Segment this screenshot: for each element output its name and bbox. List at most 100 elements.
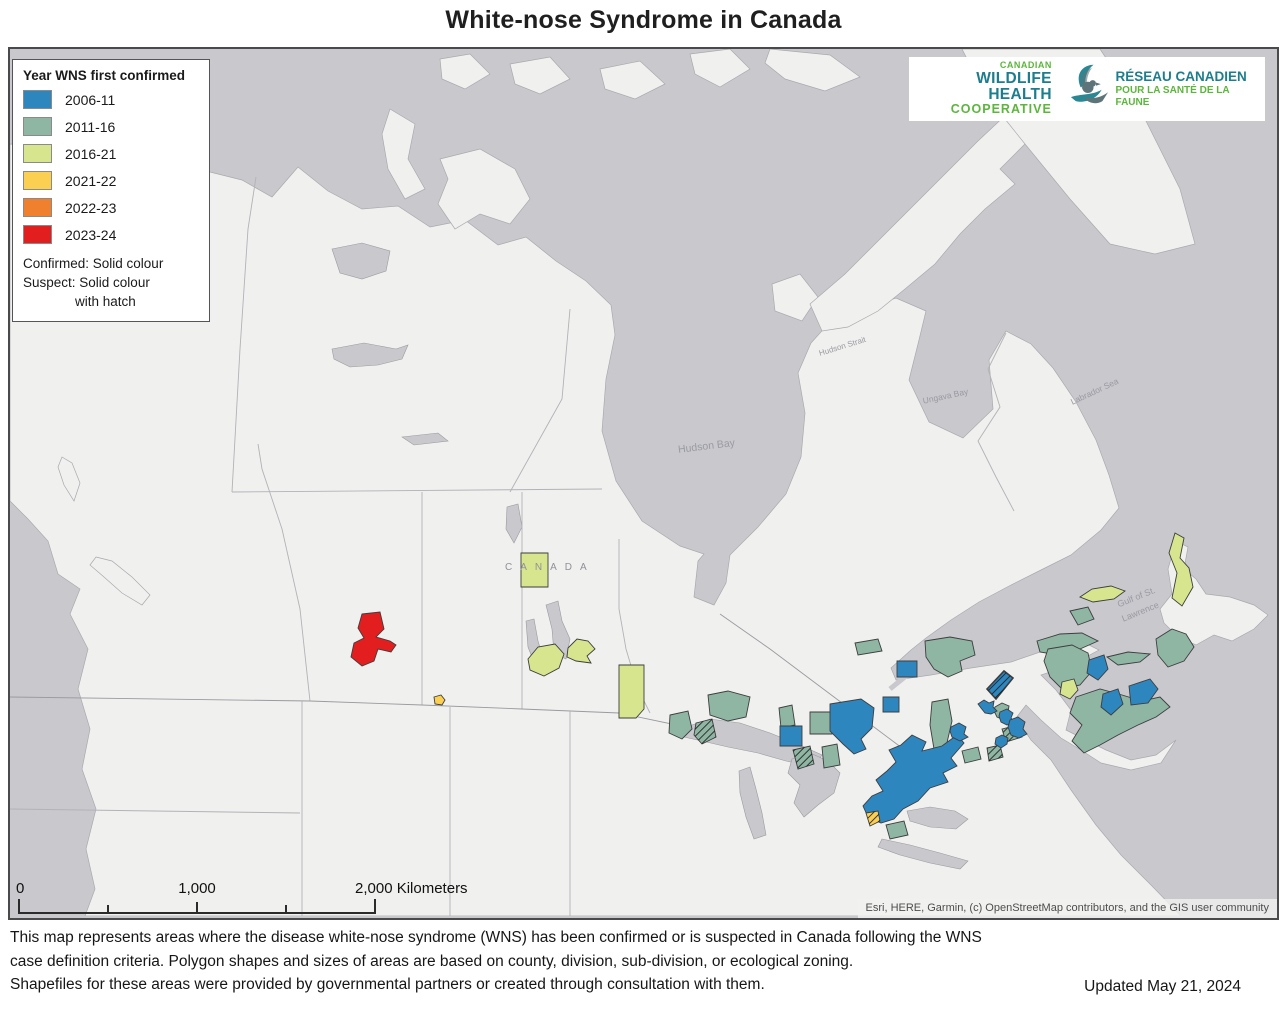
island-ellesmere: [689, 49, 751, 88]
wns-area: [896, 660, 918, 678]
cwhc-logo-french: RÉSEAU CANADIEN POUR LA SANTÉ DE LA FAUN…: [1116, 69, 1265, 109]
island-arctic-1: [439, 53, 491, 90]
wns-area: [1069, 606, 1095, 626]
legend-swatch-2022-23: [23, 198, 52, 217]
legend-note-confirmed: Confirmed: Solid colour: [23, 256, 164, 271]
legend-swatch-2011-16: [23, 117, 52, 136]
wns-area: [1079, 585, 1126, 603]
border-nwt-nu: [509, 308, 571, 493]
legend-label: 2016-21: [65, 145, 117, 162]
logo-text-cooperative: COOPERATIVE: [950, 102, 1052, 117]
lakes-group: [331, 242, 1032, 870]
map-canvas: Hudson Bay Hudson Strait Ungava Bay Labr…: [8, 47, 1279, 920]
legend-note-suspect: Suspect: Solid colour: [23, 275, 150, 290]
scale-tick: [18, 899, 20, 912]
wns-area: [1069, 688, 1171, 754]
wns-area: [778, 704, 796, 729]
legend-swatch-2016-21: [23, 144, 52, 163]
scale-bar-line: [18, 898, 376, 914]
wns-area: [527, 643, 565, 677]
border-yukon: [231, 176, 257, 493]
cwhc-logo: CANADIAN WILDLIFE HEALTH COOPERATIVE RÉS…: [909, 57, 1265, 121]
wns-area: [1043, 644, 1093, 690]
wns-area: [668, 710, 693, 740]
scale-tick: [107, 905, 109, 912]
page-title: White-nose Syndrome in Canada: [445, 6, 842, 34]
wns-area: [433, 694, 446, 706]
legend-item: 2023-24: [23, 225, 201, 244]
island-devon: [764, 49, 861, 92]
lake-ontario: [906, 806, 969, 830]
lake-michigan: [738, 766, 767, 840]
legend-note-suspect-2: with hatch: [75, 294, 136, 309]
logo-text-canadian: CANADIAN: [999, 60, 1052, 71]
legend-swatch-2023-24: [23, 225, 52, 244]
scale-label-1000: 1,000: [178, 880, 216, 897]
wns-area: [350, 611, 397, 667]
scale-bar: 0 1,000 2,000 Kilometers: [16, 880, 518, 914]
wns-area: [1168, 532, 1194, 607]
wns-area: [1086, 654, 1109, 681]
legend-item: 2022-23: [23, 198, 201, 217]
legend-swatch-2021-22: [23, 171, 52, 190]
wns-area: [882, 696, 900, 713]
scale-tick: [196, 902, 198, 912]
wns-area: [1155, 628, 1195, 668]
island-banks: [381, 108, 426, 200]
legend-swatch-2006-11: [23, 90, 52, 109]
wns-area: [1007, 716, 1028, 739]
caption-line-3: Shapefiles for these areas were provided…: [10, 976, 765, 993]
logo-text-pour-la-sante: POUR LA SANTÉ DE LA FAUNE: [1115, 85, 1230, 109]
island-vancouver: [89, 556, 151, 606]
reindeer-lake: [505, 503, 523, 544]
border-qc-nl: [977, 332, 1015, 512]
landmass-group: [10, 49, 1269, 916]
island-arctic-3: [599, 60, 666, 100]
island-baffin: [809, 90, 1051, 332]
wns-area: [566, 638, 596, 664]
island-arctic-2: [509, 56, 571, 95]
logo-text-reseau: RÉSEAU CANADIEN: [1115, 68, 1247, 84]
island-southampton: [771, 273, 819, 322]
legend-label: 2022-23: [65, 199, 117, 216]
scale-tick: [374, 899, 376, 912]
legend-label: 2006-11: [65, 91, 116, 108]
mainland-north-america: [10, 143, 1182, 916]
border-on-qc: [719, 613, 911, 755]
map-legend: Year WNS first confirmed 2006-11 2011-16…: [12, 59, 210, 322]
border-bc-ab: [257, 443, 311, 702]
legend-label: 2011-16: [65, 118, 116, 135]
legend-item: 2011-16: [23, 117, 201, 136]
wns-area: [707, 690, 751, 722]
legend-label: 2021-22: [65, 172, 117, 189]
wns-area: [520, 552, 549, 588]
wns-area: [821, 743, 841, 769]
caption-line-2: case definition criteria. Polygon shapes…: [10, 952, 854, 970]
logo-text-wildlife-health: WILDLIFE HEALTH: [976, 69, 1052, 104]
border-60th-parallel: [231, 488, 603, 493]
wns-area: [854, 638, 883, 656]
scale-label-2000: 2,000 Kilometers: [355, 880, 468, 897]
caption-line-1: This map represents areas where the dise…: [10, 929, 982, 946]
island-haida-gwaii: [57, 456, 81, 502]
wns-area: [1100, 688, 1124, 716]
wns-area: [977, 699, 998, 715]
island-victoria: [437, 148, 531, 230]
cwhc-logo-english: CANADIAN WILDLIFE HEALTH COOPERATIVE: [909, 60, 1052, 117]
wns-area: [809, 711, 833, 735]
legend-title: Year WNS first confirmed: [23, 68, 186, 83]
wns-area: [1059, 678, 1079, 700]
lake-erie: [877, 838, 969, 870]
legend-item: 2006-11: [23, 90, 201, 109]
wns-area: [924, 636, 976, 678]
great-bear-lake: [331, 242, 391, 280]
map-caption: This map represents areas where the dise…: [10, 926, 1030, 997]
label-canada: CANADA: [505, 562, 595, 573]
wns-area: [779, 725, 803, 747]
wns-area: [1128, 678, 1159, 706]
wns-areas-group: [350, 532, 1195, 840]
great-slave-lake: [331, 342, 409, 368]
canada-map: Hudson Bay Hudson Strait Ungava Bay Labr…: [10, 49, 1275, 916]
wns-area: [618, 664, 645, 719]
border-us-state-4: [10, 808, 301, 814]
